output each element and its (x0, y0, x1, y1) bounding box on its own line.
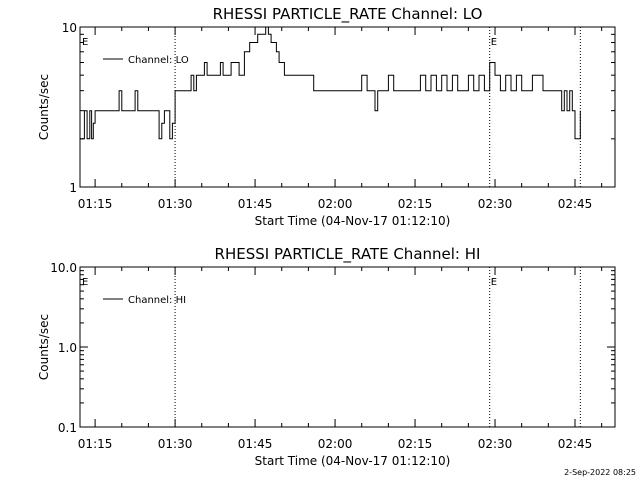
y-tick-label: 10 (62, 21, 77, 35)
y-tick-label: 0.1 (58, 421, 77, 435)
x-tick-label: 01:30 (158, 437, 193, 451)
legend-label: Channel: LO (128, 55, 189, 66)
x-tick-label: 02:15 (398, 437, 433, 451)
y-axis-title: Counts/sec (37, 74, 51, 140)
x-tick-label: 01:15 (78, 437, 113, 451)
event-flag: E (491, 37, 497, 48)
x-tick-label: 02:30 (478, 437, 513, 451)
chart-title: RHESSI PARTICLE_RATE Channel: HI (215, 245, 481, 264)
y-tick-label: 10.0 (50, 261, 77, 275)
x-axis-title: Start Time (04-Nov-17 01:12:10) (255, 454, 451, 468)
x-tick-label: 02:00 (318, 197, 353, 211)
series-line (80, 26, 581, 140)
x-tick-label: 02:15 (398, 197, 433, 211)
chart-title: RHESSI PARTICLE_RATE Channel: LO (213, 5, 483, 24)
x-tick-label: 01:15 (78, 197, 113, 211)
x-tick-label: 02:45 (558, 437, 593, 451)
plot-frame (79, 266, 616, 428)
y-tick-label: 1.0 (58, 341, 77, 355)
y-axis-title: Counts/sec (37, 314, 51, 380)
start-flag: E (82, 37, 88, 48)
panel-hi: RHESSI PARTICLE_RATE Channel: HI 0.1 1.0 10… (37, 245, 616, 468)
y-tick-label: 1 (69, 181, 77, 195)
x-tick-label: 02:45 (558, 197, 593, 211)
x-tick-label: 02:00 (318, 437, 353, 451)
start-flag: E (82, 277, 88, 288)
x-tick-label: 01:45 (238, 437, 273, 451)
event-flag: E (491, 277, 497, 288)
panel-lo: RHESSI PARTICLE_RATE Channel: LO 1 10 01:15… (37, 5, 616, 228)
x-tick-label: 01:45 (238, 197, 273, 211)
x-tick-label: 01:30 (158, 197, 193, 211)
plot-frame (79, 26, 616, 188)
x-axis-title: Start Time (04-Nov-17 01:12:10) (255, 214, 451, 228)
footer-timestamp: 2-Sep-2022 08:25 (564, 468, 636, 477)
x-tick-label: 02:30 (478, 197, 513, 211)
legend-label: Channel: HI (128, 295, 186, 306)
